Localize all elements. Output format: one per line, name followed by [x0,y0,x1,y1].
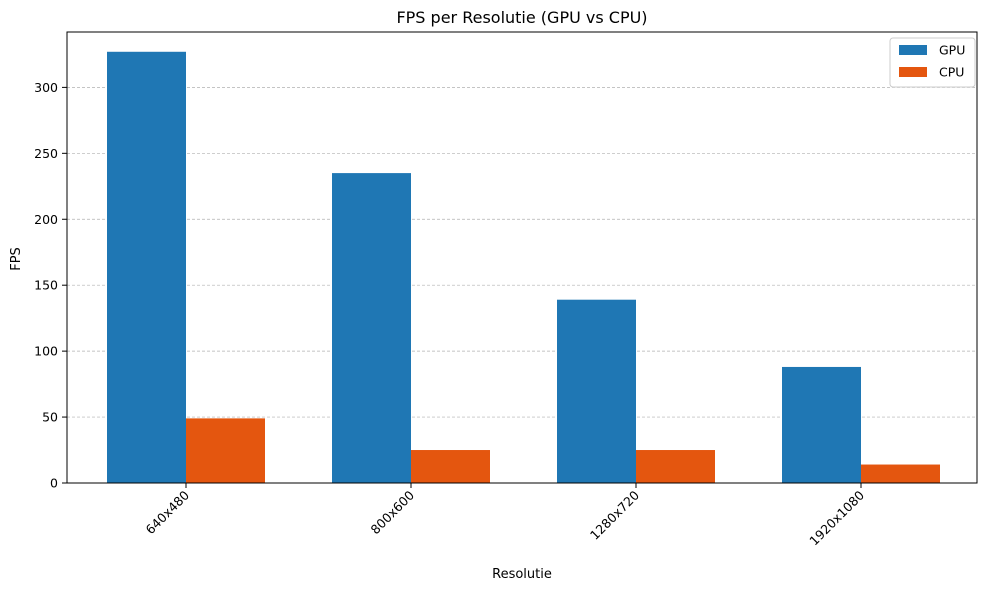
bar-gpu-1920x1080 [782,366,861,483]
y-ticks: 0 50 100 150 200 250 300 [34,80,67,491]
y-tick-label: 300 [34,80,58,95]
legend-label-cpu: CPU [939,65,964,80]
chart-title: FPS per Resolutie (GPU vs CPU) [396,8,647,27]
bar-gpu-800x600 [332,173,411,483]
axes [66,31,978,484]
y-tick-label: 150 [34,278,58,293]
legend-swatch-cpu [899,67,927,77]
legend: GPU CPU [889,37,976,88]
plot-frame [66,31,978,484]
bar-cpu-1920x1080 [861,464,940,483]
legend-label-gpu: GPU [939,43,965,58]
x-tick-label: 640x480 [143,487,193,537]
x-tick-label: 800x600 [368,487,418,537]
y-tick-label: 0 [50,476,58,491]
y-tick-label: 100 [34,344,58,359]
x-tick-label: 1920x1080 [806,487,867,548]
y-tick-label: 250 [34,146,58,161]
y-axis-label: FPS [9,247,24,271]
x-ticks: 640x480 800x600 1280x720 1920x1080 [143,483,867,548]
grid-lines [67,87,977,484]
legend-items: GPU CPU [899,43,965,80]
x-axis-label: Resolutie [492,567,552,582]
bar-gpu-640x480 [107,51,186,483]
bar-cpu-800x600 [411,450,490,483]
y-tick-label: 50 [42,410,58,425]
x-tick-label: 1280x720 [587,487,642,542]
legend-swatch-gpu [899,45,927,55]
bars [107,51,940,483]
bar-cpu-1280x720 [636,450,715,483]
bar-gpu-1280x720 [557,299,636,483]
y-tick-label: 200 [34,212,58,227]
bar-cpu-640x480 [186,418,265,483]
